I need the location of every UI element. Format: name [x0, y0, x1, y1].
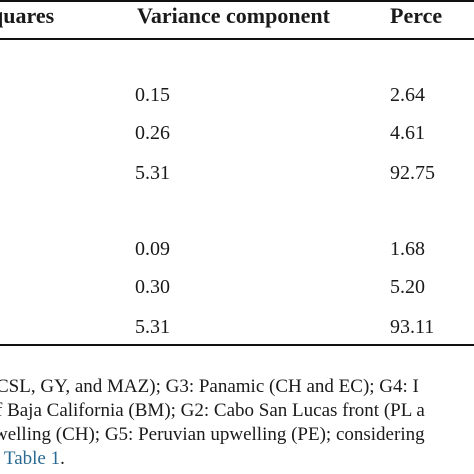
header-variance-component: Variance component	[137, 3, 330, 28]
table-cell-percent: 1.68	[390, 238, 425, 260]
table-cell-variance: 0.09	[135, 238, 170, 260]
header-rule	[0, 38, 474, 40]
footnote-line: f Baja California (BM); G2: Cabo San Luc…	[0, 400, 425, 421]
table-1-link[interactable]: Table 1	[3, 448, 61, 469]
table-cell-percent: 2.64	[390, 84, 425, 106]
footnote-text: .	[60, 448, 65, 469]
table-cell-variance: 5.31	[135, 162, 170, 184]
table-cell-variance: 5.31	[135, 316, 170, 338]
table-cell-percent: 5.20	[390, 276, 425, 298]
table-cell-variance: 0.26	[135, 122, 170, 144]
header-percentage: Perce	[390, 3, 443, 28]
table-bottom-rule	[0, 344, 474, 346]
table-cell-variance: 0.15	[135, 84, 170, 106]
footnote-line: CSL, GY, and MAZ); G3: Panamic (CH and E…	[0, 376, 419, 397]
footnote-line: welling (CH); G5: Peruvian upwelling (PE…	[0, 424, 425, 445]
header-sum-of-squares: quares	[0, 3, 55, 28]
footnote-line: n Table 1.	[0, 446, 65, 472]
table-cell-percent: 93.11	[390, 316, 435, 338]
table-cell-percent: 92.75	[390, 162, 435, 184]
table-top-rule	[0, 0, 474, 2]
table-cell-variance: 0.30	[135, 276, 170, 298]
table-cell-percent: 4.61	[390, 122, 425, 144]
